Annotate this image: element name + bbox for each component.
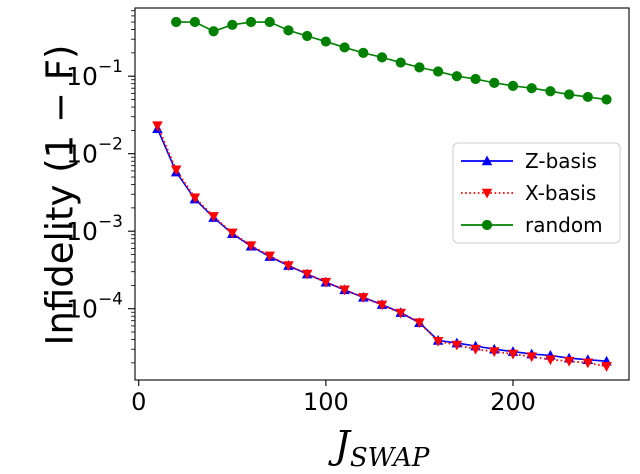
y-axis-label: Infidelity (1 − F) (39, 45, 82, 346)
data-point-random (358, 47, 369, 58)
legend-label-Z-basis: Z-basis (525, 149, 597, 173)
y-tick-label: 10−4 (66, 290, 123, 324)
y-tick-label: 10−2 (66, 135, 123, 169)
y-tick-exponent: −3 (98, 212, 123, 232)
data-point-random (320, 36, 331, 47)
data-point-X-basis (170, 165, 182, 176)
data-point-X-basis (227, 228, 238, 239)
data-point-random (264, 16, 275, 28)
data-point-X-basis (245, 241, 257, 252)
data-point-random (227, 19, 238, 30)
data-point-random (339, 42, 350, 53)
data-point-random (376, 52, 388, 63)
x-axis-label: JSWAP (328, 423, 430, 473)
y-tick-label: 10−1 (66, 57, 123, 91)
data-point-X-basis (563, 356, 575, 367)
legend-marker-X-basis (481, 188, 493, 199)
series-line-random (176, 21, 607, 101)
series-X-basis (152, 121, 612, 372)
y-tick-exponent: −4 (98, 290, 123, 310)
data-point-X-basis (208, 212, 219, 222)
data-point-X-basis (545, 355, 556, 366)
y-tick-exponent: −1 (98, 57, 123, 77)
data-point-random (208, 26, 219, 37)
x-axis-label-main: J (328, 423, 352, 467)
x-axis-label-subscript: SWAP (350, 443, 430, 473)
x-tick-label: 100 (303, 388, 349, 416)
legend-items: Z-basis X-basis random (461, 149, 603, 237)
data-point-random (582, 91, 593, 103)
series-random (171, 16, 612, 105)
data-point-random (302, 30, 313, 42)
data-point-X-basis (283, 261, 294, 272)
data-point-random (564, 89, 575, 100)
data-point-random (489, 77, 500, 88)
data-point-X-basis (395, 308, 406, 319)
legend-marker-Z-basis (481, 155, 493, 166)
data-point-random (245, 16, 257, 28)
y-tick-base: 10 (66, 295, 98, 324)
data-point-X-basis (582, 358, 594, 369)
data-point-X-basis (451, 340, 463, 351)
data-point-X-basis (507, 349, 519, 360)
legend-item-X-basis: X-basis (461, 181, 596, 205)
data-point-random (414, 62, 425, 73)
data-point-X-basis (189, 193, 201, 204)
y-tick-base: 10 (66, 62, 98, 91)
data-point-X-basis (432, 336, 444, 347)
y-tick-base: 10 (66, 140, 98, 169)
data-point-X-basis (264, 251, 275, 262)
data-point-X-basis (526, 352, 537, 363)
data-point-X-basis (301, 269, 313, 280)
legend: Z-basis X-basis random (452, 142, 621, 244)
data-point-random (526, 83, 537, 94)
legend-label-X-basis: X-basis (525, 181, 596, 205)
data-point-random (451, 71, 462, 82)
data-point-X-basis (414, 318, 425, 329)
data-point-X-basis (470, 344, 481, 355)
legend-item-Z-basis: Z-basis (461, 149, 597, 173)
data-point-random (507, 80, 519, 91)
series-layer (152, 16, 612, 372)
y-tick-exponent: −2 (98, 135, 123, 155)
x-tick-label: 200 (490, 388, 536, 416)
data-point-X-basis (339, 285, 350, 296)
data-point-random (171, 16, 182, 28)
data-point-X-basis (376, 300, 388, 311)
data-point-random (470, 73, 481, 85)
data-point-X-basis (320, 277, 332, 288)
data-point-X-basis (358, 293, 369, 303)
data-point-random (395, 57, 406, 68)
y-tick-label: 10−3 (66, 212, 123, 246)
data-point-random (189, 16, 200, 28)
data-point-X-basis (152, 121, 163, 132)
data-point-X-basis (601, 362, 612, 372)
legend-marker-random (481, 219, 493, 231)
data-point-random (283, 25, 294, 36)
legend-item-random: random (461, 213, 603, 237)
data-point-random (545, 86, 556, 97)
legend-label-random: random (525, 213, 603, 237)
data-point-X-basis (489, 347, 500, 357)
x-tick-label: 0 (131, 388, 146, 416)
legend-box (452, 142, 621, 244)
data-point-random (601, 94, 612, 105)
y-tick-base: 10 (66, 217, 98, 246)
data-point-random (433, 66, 444, 77)
